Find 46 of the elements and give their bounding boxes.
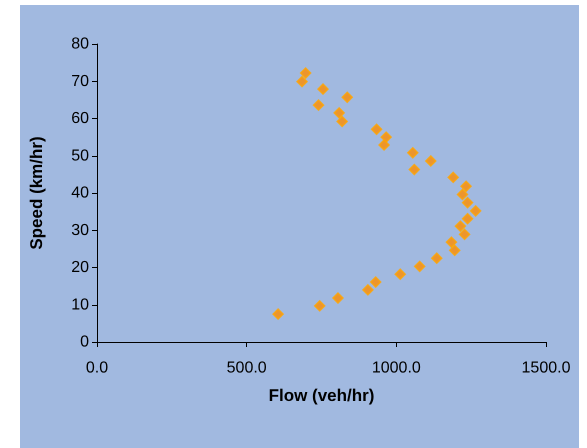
point <box>362 284 374 296</box>
point <box>332 292 344 304</box>
y-tick-label: 50 <box>71 147 90 164</box>
point <box>296 76 308 88</box>
point <box>430 252 442 264</box>
point <box>460 180 472 192</box>
point <box>370 124 382 136</box>
y-tick-label: 10 <box>71 296 90 314</box>
point <box>317 83 329 95</box>
point <box>425 155 437 167</box>
point <box>456 188 468 200</box>
point <box>314 300 326 312</box>
point <box>446 236 458 248</box>
x-tick-label: 500.0 <box>226 360 267 376</box>
y-tick-label: 30 <box>71 222 90 239</box>
point <box>380 131 392 143</box>
point <box>333 107 345 119</box>
point <box>341 92 353 104</box>
x-tick-label: 1500.0 <box>522 360 571 376</box>
point <box>370 276 382 288</box>
point <box>312 99 324 111</box>
point <box>470 205 482 217</box>
y-tick-label: 20 <box>71 259 90 276</box>
point <box>414 260 426 272</box>
point <box>407 147 419 159</box>
point <box>408 164 420 176</box>
x-tick-label: 0.0 <box>86 360 108 376</box>
point <box>454 220 466 232</box>
point <box>300 67 312 79</box>
y-tick-label: 60 <box>71 110 90 127</box>
x-tick-label: 1000.0 <box>372 360 421 376</box>
point <box>448 244 460 256</box>
y-tick-label: 70 <box>71 72 90 90</box>
y-tick-label: 80 <box>71 36 90 52</box>
point <box>272 308 284 320</box>
point <box>447 172 459 184</box>
point <box>462 196 474 208</box>
point <box>458 228 470 240</box>
y-axis-title: Speed (km/hr) <box>27 136 46 250</box>
y-tick-label: 0 <box>80 334 90 350</box>
y-tick-label: 40 <box>71 184 90 202</box>
point <box>394 268 406 280</box>
point <box>378 139 390 151</box>
x-axis-title: Flow (veh/hr) <box>268 386 374 405</box>
point <box>462 212 474 224</box>
point <box>336 116 348 128</box>
